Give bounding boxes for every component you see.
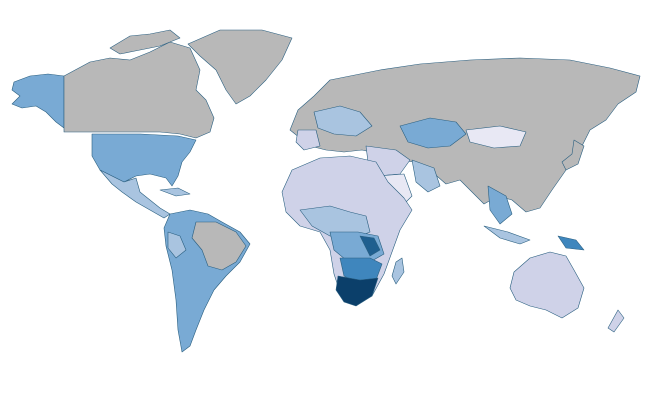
region	[63, 41, 215, 139]
region	[11, 73, 65, 129]
region	[299, 205, 371, 241]
region	[487, 185, 513, 225]
region	[359, 235, 381, 257]
region	[109, 29, 181, 55]
region	[509, 251, 585, 319]
region	[399, 117, 467, 149]
region	[483, 225, 531, 245]
region	[557, 235, 585, 251]
region	[159, 187, 191, 197]
region	[191, 221, 247, 271]
region	[99, 169, 171, 219]
region	[607, 309, 625, 333]
region	[561, 139, 585, 171]
region	[295, 129, 321, 151]
region	[313, 105, 373, 137]
region	[391, 257, 405, 285]
region	[187, 29, 293, 105]
region	[335, 275, 379, 307]
region	[411, 159, 441, 193]
region	[465, 125, 527, 149]
region	[167, 231, 187, 259]
